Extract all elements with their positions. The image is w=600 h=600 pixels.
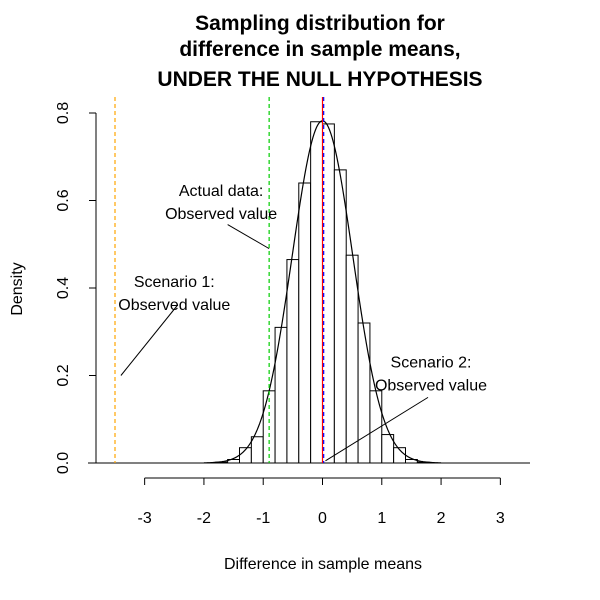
annotations: Actual data: Observed value Scenario 1: Obs…: [118, 183, 487, 462]
histogram-bar-6: [286, 259, 300, 464]
annotation-actual-data: Actual data: Observed value: [165, 183, 277, 250]
y-axis-title: Density: [9, 262, 26, 315]
annotation-actual-data-pointer: [227, 224, 270, 250]
histogram-bar-8: [310, 121, 323, 464]
reference-lines: [114, 97, 325, 463]
y-tick-label-4: 0.8: [55, 102, 72, 124]
y-tick-label-0: 0.0: [55, 452, 72, 474]
annotation-scenario-2-pointer: [325, 396, 429, 462]
x-tick-label-3: 0: [318, 510, 327, 527]
x-axis: -3 -2 -1 0 1 2 3: [138, 477, 505, 527]
annotation-scenario-1-pointer: [120, 305, 178, 376]
annotation-scenario-1-line-1: Scenario 1:: [134, 274, 215, 291]
histogram-bar-7: [298, 182, 312, 464]
annotation-scenario-2-line-1: Scenario 2:: [391, 355, 472, 372]
annotation-scenario-2-line-2: Observed value: [375, 378, 487, 395]
histogram-bar-3: [250, 436, 264, 464]
histogram-bar-10: [333, 169, 347, 464]
chart-title-line-1: Sampling distribution for: [195, 12, 445, 35]
x-tick-label-2: -1: [256, 510, 270, 527]
chart-title-line-3: UNDER THE NULL HYPOTHESIS: [157, 68, 482, 91]
x-tick-label-4: 1: [377, 510, 386, 527]
histogram-bar-12: [357, 322, 371, 464]
histogram-bar-5: [274, 326, 288, 464]
x-tick-label-6: 3: [496, 510, 505, 527]
annotation-actual-data-line-2: Observed value: [165, 206, 277, 223]
x-tick-label-5: 2: [437, 510, 446, 527]
y-tick-label-1: 0.2: [55, 364, 72, 386]
x-axis-title: Difference in sample means: [224, 556, 422, 573]
chart-title: Sampling distribution for difference in …: [157, 12, 482, 91]
x-tick-label-0: -3: [138, 510, 152, 527]
annotation-scenario-1: Scenario 1: Observed value: [118, 274, 230, 376]
y-axis: 0.0 0.2 0.4 0.6 0.8: [55, 102, 97, 474]
x-tick-label-1: -2: [197, 510, 211, 527]
y-tick-label-3: 0.6: [55, 189, 72, 211]
histogram-bar-11: [345, 254, 359, 464]
chart-title-line-2: difference in sample means,: [179, 38, 460, 61]
y-tick-label-2: 0.4: [55, 277, 72, 299]
annotation-scenario-2: Scenario 2: Observed value: [325, 355, 487, 462]
annotation-actual-data-line-1: Actual data:: [179, 183, 264, 200]
annotation-scenario-1-line-2: Observed value: [118, 297, 230, 314]
